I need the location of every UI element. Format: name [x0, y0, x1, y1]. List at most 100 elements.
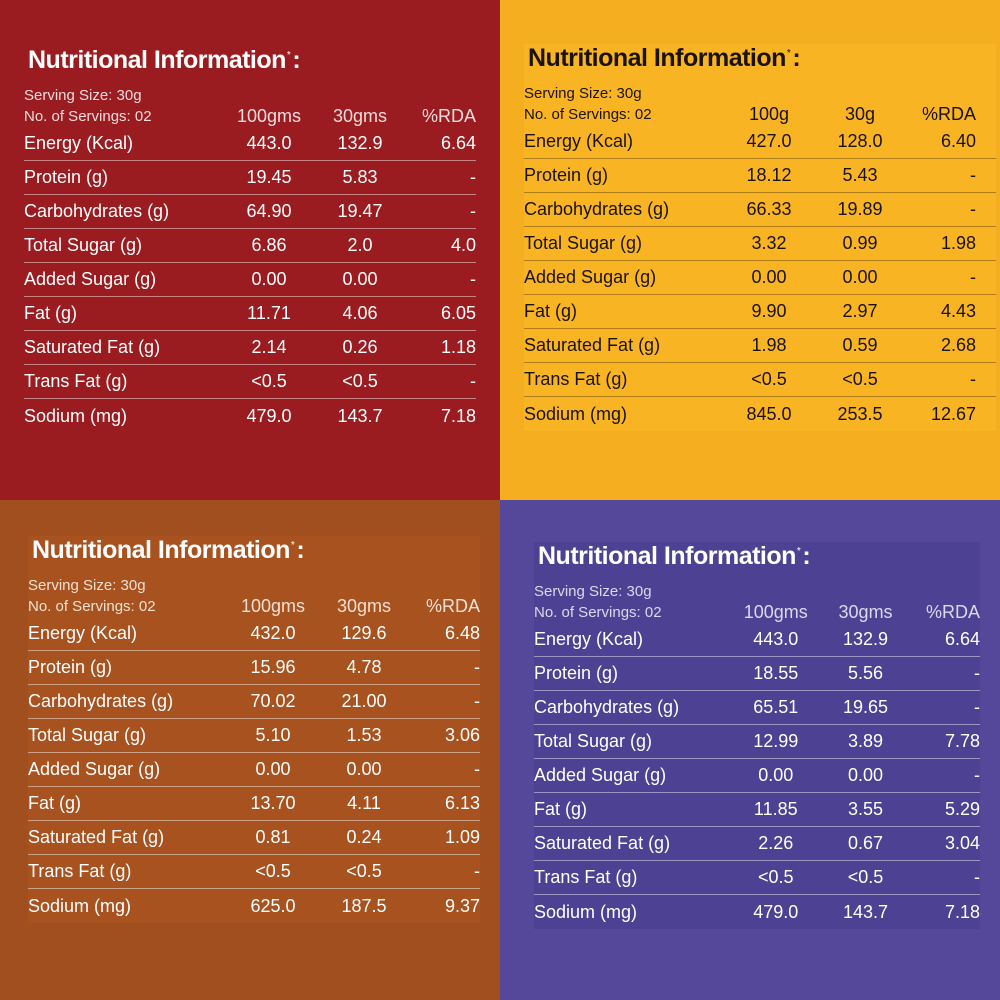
value-100: 9.90: [751, 301, 787, 321]
nutrient-label: Carbohydrates (g): [534, 697, 680, 717]
nutrient-label: Fat (g): [24, 303, 78, 323]
nutrient-label: Protein (g): [28, 657, 113, 677]
value-100: 3.32: [751, 233, 787, 253]
title-text: Nutritional Information: [28, 46, 286, 74]
value-rda: -: [470, 371, 476, 391]
nutrient-label: Protein (g): [524, 165, 609, 185]
value-100: 0.00: [758, 765, 794, 785]
value-100: 443.0: [246, 133, 292, 153]
value-30: <0.5: [842, 369, 878, 389]
value-30: <0.5: [847, 867, 884, 887]
nutrient-table: Energy (Kcal) 443.0 132.9 6.64 Protein (g) 18…: [534, 623, 980, 929]
table-row: Protein (g) 18.12 5.43 -: [524, 159, 996, 193]
value-30: 0.59: [842, 335, 878, 355]
value-100: 5.10: [255, 725, 291, 745]
nutrient-label: Sodium (mg): [28, 895, 132, 916]
title-text: Nutritional Information: [528, 44, 786, 72]
column-header: 30g: [844, 104, 876, 124]
nutrient-label: Sodium (mg): [524, 403, 628, 424]
table-row: Total Sugar (g) 6.86 2.0 4.0: [24, 229, 476, 263]
value-30: 129.6: [341, 623, 387, 643]
value-rda: 5.29: [944, 799, 981, 819]
nutrient-label: Saturated Fat (g): [524, 335, 661, 355]
table-row: Saturated Fat (g) 2.14 0.26 1.18: [24, 331, 476, 365]
value-100: 15.96: [250, 657, 296, 677]
nutrient-label: Trans Fat (g): [534, 867, 638, 887]
serving-info: Serving Size: 30g No. of Servings: 02: [24, 85, 224, 127]
value-100: 11.71: [247, 303, 291, 323]
asterisk-mark: *: [786, 48, 791, 59]
value-30: 0.24: [346, 827, 382, 847]
nutrient-label: Total Sugar (g): [534, 731, 653, 751]
value-rda: 6.40: [940, 131, 976, 151]
asterisk-mark: *: [290, 540, 295, 551]
nutrient-label: Energy (Kcal): [534, 629, 644, 649]
value-30: 132.9: [337, 133, 383, 153]
value-30: 5.56: [848, 663, 884, 683]
table-row: Carbohydrates (g) 65.51 19.65 -: [534, 691, 980, 725]
value-100: <0.5: [751, 369, 787, 389]
table-header: Serving Size: 30g No. of Servings: 02 100g…: [28, 575, 480, 617]
value-100: <0.5: [251, 371, 287, 391]
table-row: Energy (Kcal) 427.0 128.0 6.40: [524, 125, 996, 159]
nutrient-label: Trans Fat (g): [24, 371, 128, 391]
value-30: 128.0: [837, 131, 883, 151]
value-rda: 4.43: [940, 301, 976, 321]
value-30: 0.00: [848, 765, 884, 785]
value-rda: 3.06: [444, 725, 480, 745]
value-30: 4.78: [346, 657, 382, 677]
nutrient-table: Energy (Kcal) 443.0 132.9 6.64 Protein (g) 19…: [24, 127, 476, 433]
table-row: Energy (Kcal) 443.0 132.9 6.64: [24, 127, 476, 161]
value-rda: -: [970, 369, 976, 389]
table-row: Carbohydrates (g) 70.02 21.00 -: [28, 685, 480, 719]
serving-size: Serving Size: 30g: [28, 577, 146, 594]
value-30: 4.06: [342, 303, 378, 323]
table-row: Energy (Kcal) 432.0 129.6 6.48: [28, 617, 480, 651]
column-header: 100gms: [236, 106, 302, 126]
value-30: 5.83: [342, 167, 378, 187]
table-row: Fat (g) 13.70 4.11 6.13: [28, 787, 480, 821]
value-100: 13.70: [250, 793, 296, 813]
table-row: Protein (g) 18.55 5.56 -: [534, 657, 980, 691]
column-header: %RDA: [921, 104, 976, 124]
table-row: Sodium (mg) 845.0 253.5 12.67: [524, 397, 996, 431]
nutrient-label: Total Sugar (g): [524, 233, 643, 253]
value-100: 12.99: [753, 731, 799, 751]
value-100: 432.0: [250, 623, 296, 643]
nutrient-label: Protein (g): [24, 167, 109, 187]
nutrient-label: Carbohydrates (g): [28, 691, 174, 711]
column-header: 100gms: [240, 596, 306, 616]
value-rda: 6.64: [944, 629, 981, 649]
value-rda: 7.18: [944, 901, 981, 922]
title-colon: :: [792, 44, 801, 72]
nutrient-label: Sodium (mg): [534, 901, 638, 922]
value-rda: -: [974, 697, 981, 717]
value-30: 2.97: [842, 301, 878, 321]
value-30: 19.47: [337, 201, 383, 221]
servings-count: No. of Servings: 02: [534, 604, 662, 621]
value-rda: -: [970, 199, 976, 219]
value-100: 625.0: [250, 895, 296, 916]
value-30: <0.5: [342, 371, 378, 391]
table-row: Trans Fat (g) <0.5 <0.5 -: [524, 363, 996, 397]
table-row: Saturated Fat (g) 2.26 0.67 3.04: [534, 827, 980, 861]
serving-size: Serving Size: 30g: [524, 85, 642, 102]
nutrient-label: Carbohydrates (g): [24, 201, 170, 221]
table-row: Fat (g) 9.90 2.97 4.43: [524, 295, 996, 329]
value-30: 143.7: [337, 405, 383, 426]
value-rda: 6.64: [440, 133, 476, 153]
nutrient-label: Protein (g): [534, 663, 619, 683]
value-rda: -: [474, 759, 480, 779]
table-row: Protein (g) 19.45 5.83 -: [24, 161, 476, 195]
table-row: Added Sugar (g) 0.00 0.00 -: [28, 753, 480, 787]
value-100: 11.85: [753, 799, 798, 819]
serving-info: Serving Size: 30g No. of Servings: 02: [534, 581, 731, 623]
serving-info: Serving Size: 30g No. of Servings: 02: [524, 83, 724, 125]
value-100: <0.5: [255, 861, 291, 881]
nutrient-label: Total Sugar (g): [28, 725, 147, 745]
value-30: 3.89: [848, 731, 884, 751]
nutrient-label: Energy (Kcal): [28, 623, 138, 643]
asterisk-mark: *: [796, 546, 801, 557]
value-30: 1.53: [346, 725, 382, 745]
value-rda: -: [470, 167, 476, 187]
